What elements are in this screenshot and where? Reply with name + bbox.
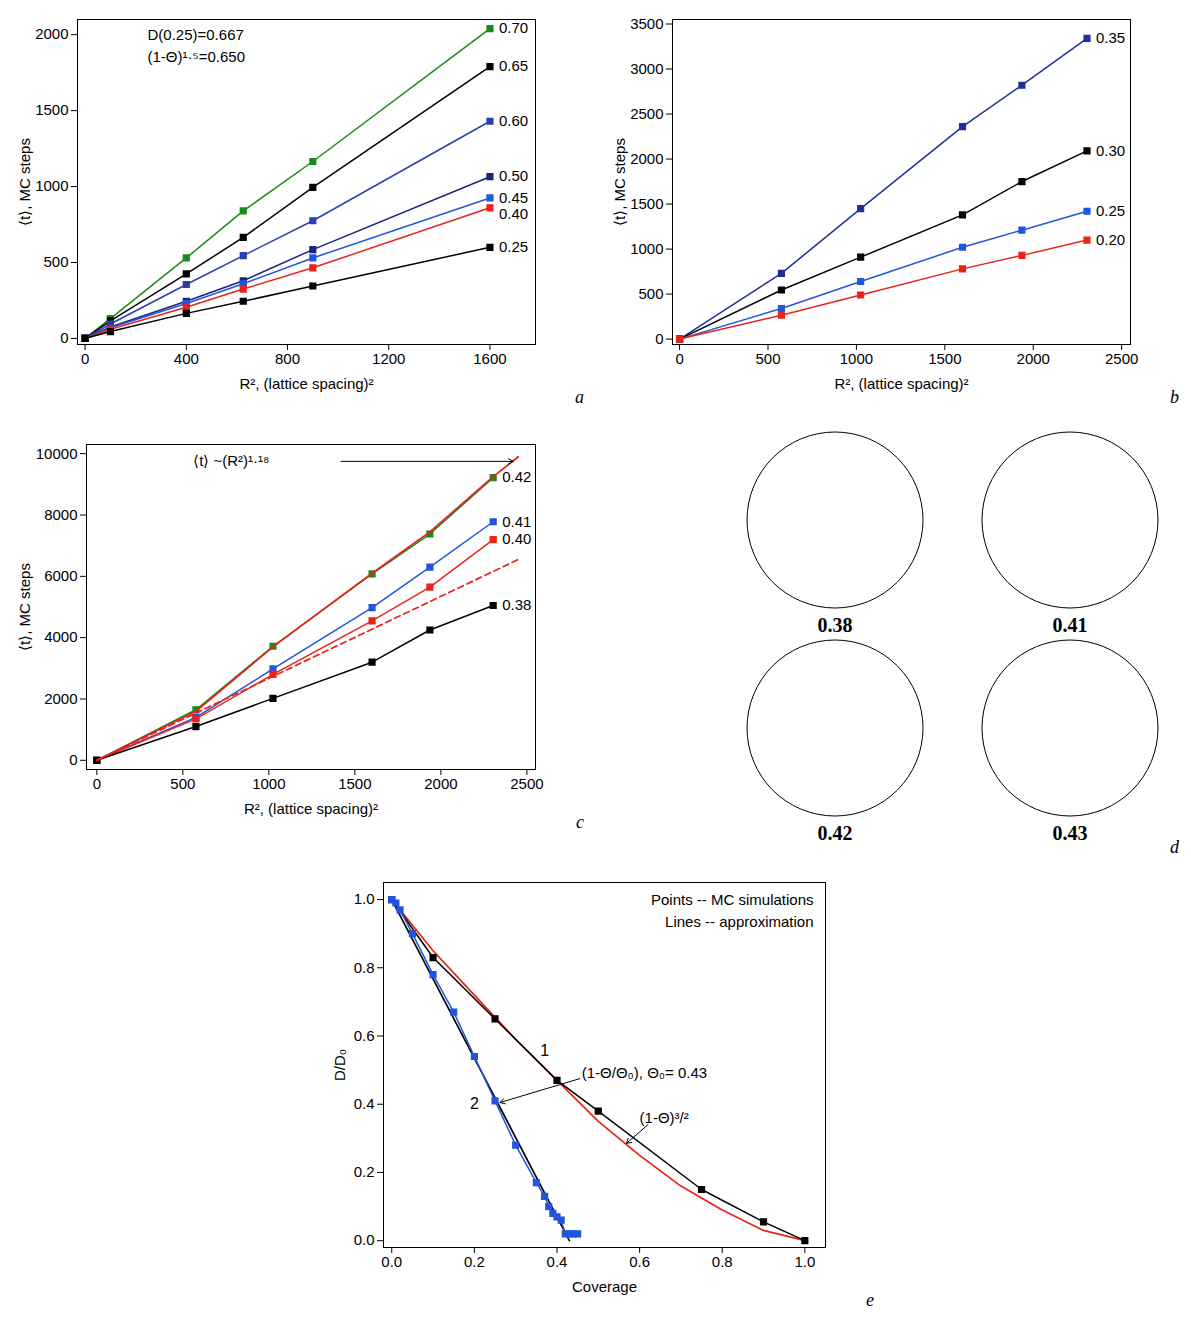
svg-text:1500: 1500 bbox=[630, 195, 663, 212]
svg-text:0.8: 0.8 bbox=[354, 959, 375, 976]
svg-text:500: 500 bbox=[170, 775, 195, 792]
svg-text:0.40: 0.40 bbox=[502, 530, 531, 547]
svg-text:0.45: 0.45 bbox=[499, 189, 528, 206]
svg-text:0: 0 bbox=[93, 775, 101, 792]
svg-text:2000: 2000 bbox=[1017, 350, 1050, 367]
svg-text:2000: 2000 bbox=[35, 25, 68, 42]
svg-text:0.41: 0.41 bbox=[1053, 614, 1088, 636]
svg-text:1.0: 1.0 bbox=[354, 890, 375, 907]
svg-text:0.38: 0.38 bbox=[818, 614, 853, 636]
svg-text:0.0: 0.0 bbox=[381, 1253, 402, 1270]
svg-text:D/D₀: D/D₀ bbox=[331, 1049, 348, 1081]
svg-text:0.41: 0.41 bbox=[502, 513, 531, 530]
svg-text:10000: 10000 bbox=[36, 444, 78, 461]
svg-text:3500: 3500 bbox=[630, 15, 663, 32]
svg-text:0.35: 0.35 bbox=[1096, 29, 1125, 46]
svg-text:400: 400 bbox=[174, 350, 199, 367]
svg-text:⟨t⟩, MC steps: ⟨t⟩, MC steps bbox=[16, 138, 33, 226]
svg-text:0: 0 bbox=[69, 751, 77, 768]
svg-text:2000: 2000 bbox=[424, 775, 457, 792]
svg-text:(1-Θ)¹·⁵=0.650: (1-Θ)¹·⁵=0.650 bbox=[148, 48, 246, 65]
svg-text:0.70: 0.70 bbox=[499, 19, 528, 36]
svg-text:1000: 1000 bbox=[35, 177, 68, 194]
svg-text:500: 500 bbox=[43, 253, 68, 270]
svg-text:(1-Θ/Θ₀), Θ₀= 0.43: (1-Θ/Θ₀), Θ₀= 0.43 bbox=[582, 1064, 707, 1081]
svg-text:0.2: 0.2 bbox=[354, 1163, 375, 1180]
svg-text:0: 0 bbox=[655, 330, 663, 347]
svg-text:0.4: 0.4 bbox=[354, 1095, 375, 1112]
svg-text:R², (lattice spacing)²: R², (lattice spacing)² bbox=[834, 375, 968, 392]
svg-text:0.25: 0.25 bbox=[499, 238, 528, 255]
svg-text:8000: 8000 bbox=[44, 506, 77, 523]
html-text:b: b bbox=[1170, 387, 1179, 407]
svg-text:0.6: 0.6 bbox=[629, 1253, 650, 1270]
svg-text:⟨t⟩, MC steps: ⟨t⟩, MC steps bbox=[611, 138, 628, 226]
svg-text:1500: 1500 bbox=[928, 350, 961, 367]
svg-text:0.6: 0.6 bbox=[354, 1027, 375, 1044]
svg-text:1500: 1500 bbox=[35, 101, 68, 118]
svg-text:2500: 2500 bbox=[1105, 350, 1138, 367]
svg-text:0: 0 bbox=[60, 329, 68, 346]
svg-text:1.0: 1.0 bbox=[794, 1253, 815, 1270]
svg-text:Lines -- approximation: Lines -- approximation bbox=[665, 913, 813, 930]
html-text:a: a bbox=[575, 387, 584, 407]
svg-text:0: 0 bbox=[81, 350, 89, 367]
svg-text:0.30: 0.30 bbox=[1096, 142, 1125, 159]
svg-text:Points -- MC simulations: Points -- MC simulations bbox=[651, 891, 814, 908]
svg-text:0.8: 0.8 bbox=[712, 1253, 733, 1270]
svg-text:R², (lattice spacing)²: R², (lattice spacing)² bbox=[244, 800, 378, 817]
svg-text:0.43: 0.43 bbox=[1053, 822, 1088, 844]
svg-text:2000: 2000 bbox=[44, 690, 77, 707]
svg-text:0.42: 0.42 bbox=[502, 468, 531, 485]
svg-text:1500: 1500 bbox=[338, 775, 371, 792]
svg-text:0.25: 0.25 bbox=[1096, 202, 1125, 219]
svg-text:0.38: 0.38 bbox=[502, 596, 531, 613]
svg-text:1000: 1000 bbox=[252, 775, 285, 792]
svg-text:D(0.25)=0.667: D(0.25)=0.667 bbox=[148, 26, 244, 43]
svg-text:2500: 2500 bbox=[510, 775, 543, 792]
html-text:c: c bbox=[576, 812, 584, 832]
svg-text:(1-Θ)³/²: (1-Θ)³/² bbox=[640, 1109, 689, 1126]
svg-text:0.60: 0.60 bbox=[499, 112, 528, 129]
svg-text:Coverage: Coverage bbox=[572, 1278, 637, 1295]
svg-text:1200: 1200 bbox=[372, 350, 405, 367]
html-text:e: e bbox=[866, 1290, 874, 1310]
svg-text:0.2: 0.2 bbox=[464, 1253, 485, 1270]
svg-text:0.0: 0.0 bbox=[354, 1231, 375, 1248]
html-text:d: d bbox=[1170, 837, 1179, 857]
svg-text:0.4: 0.4 bbox=[547, 1253, 568, 1270]
svg-text:0.20: 0.20 bbox=[1096, 231, 1125, 248]
svg-text:1600: 1600 bbox=[473, 350, 506, 367]
svg-text:4000: 4000 bbox=[44, 628, 77, 645]
svg-text:2000: 2000 bbox=[630, 150, 663, 167]
svg-text:0: 0 bbox=[675, 350, 683, 367]
svg-text:2: 2 bbox=[470, 1095, 479, 1112]
svg-text:2500: 2500 bbox=[630, 105, 663, 122]
svg-text:1: 1 bbox=[540, 1042, 549, 1059]
svg-text:0.65: 0.65 bbox=[499, 57, 528, 74]
svg-text:500: 500 bbox=[638, 285, 663, 302]
svg-text:R², (lattice spacing)²: R², (lattice spacing)² bbox=[239, 375, 373, 392]
svg-text:0.40: 0.40 bbox=[499, 205, 528, 222]
svg-text:1000: 1000 bbox=[630, 240, 663, 257]
svg-text:0.50: 0.50 bbox=[499, 167, 528, 184]
svg-text:⟨t⟩ ~(R²)¹·¹⁸: ⟨t⟩ ~(R²)¹·¹⁸ bbox=[193, 452, 269, 469]
svg-text:⟨t⟩, MC steps: ⟨t⟩, MC steps bbox=[16, 563, 33, 651]
svg-text:3000: 3000 bbox=[630, 60, 663, 77]
svg-text:800: 800 bbox=[275, 350, 300, 367]
svg-text:1000: 1000 bbox=[840, 350, 873, 367]
svg-text:500: 500 bbox=[755, 350, 780, 367]
svg-text:6000: 6000 bbox=[44, 567, 77, 584]
svg-text:0.42: 0.42 bbox=[818, 822, 853, 844]
